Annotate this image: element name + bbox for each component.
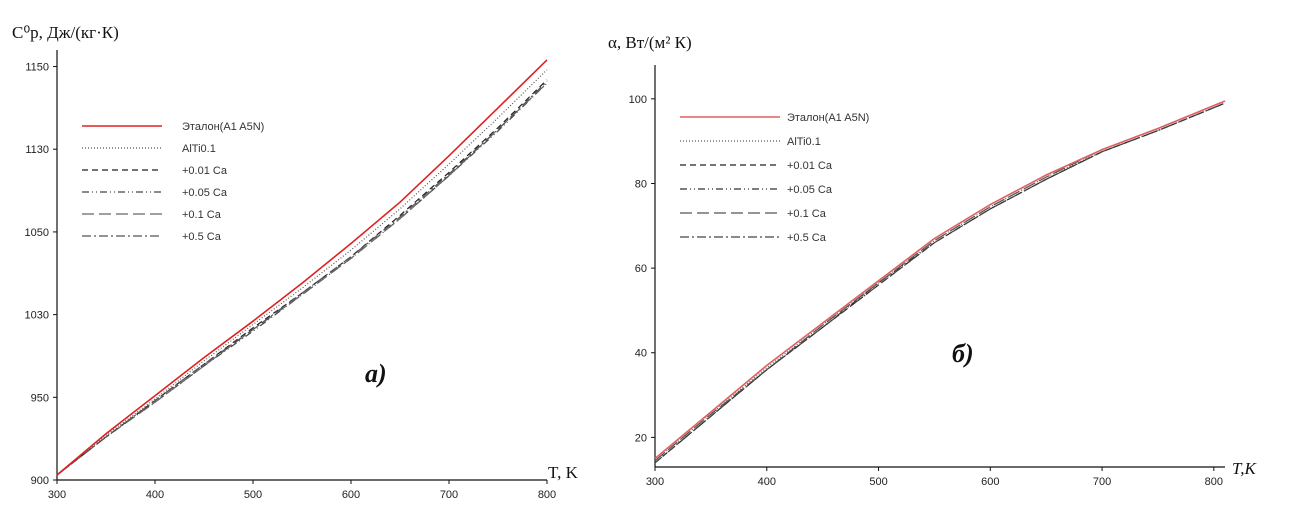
x-tick-label-b: 800 [1205,476,1223,488]
y-tick-label-b: 40 [635,348,647,360]
legend-label-b-5: +0.1 Ca [787,208,827,220]
series-line-b-2 [654,102,1226,462]
y-tick-label-b: 20 [635,432,647,444]
x-tick-label-b: 400 [758,476,776,488]
series-line-b-4 [654,102,1226,464]
series-line-b-3 [654,102,1226,464]
y-axis-title-b: α, Вт/(м² К) [608,33,692,52]
x-axis-title-a: T, K [548,463,579,482]
legend-label-a-6: +0.5 Ca [182,231,222,243]
series-line-b-5 [654,100,1226,462]
series-line-a-3 [56,79,548,476]
legend-label-a-1: Эталон(A1 A5N) [182,121,264,133]
panel-label-b: б) [952,339,974,368]
legend-label-a-5: +0.1 Ca [182,209,222,221]
x-tick-label-a: 400 [146,489,164,501]
y-tick-label-a: 950 [31,392,49,404]
series-line-b-1 [654,100,1226,460]
legend-label-b-6: +0.5 Ca [787,232,827,244]
legend-label-b-3: +0.01 Ca [787,160,833,172]
series-line-a-4 [56,82,548,476]
x-tick-label-b: 700 [1093,476,1111,488]
y-tick-label-a: 1050 [25,227,49,239]
y-tick-label-a: 1130 [25,144,49,156]
y-tick-label-a: 1030 [25,310,49,322]
chart-panel-b: α, Вт/(м² К) T,K б) 20 40 60 80 100 300 400 500… [608,33,1257,488]
series-line-b-6 [654,102,1226,464]
y-tick-label-a: 900 [31,475,49,487]
legend-label-b-4: +0.05 Ca [787,184,833,196]
y-tick-label-b: 100 [629,94,647,106]
legend-label-b-1: Эталон(A1 A5N) [787,112,869,124]
y-tick-label-a: 1150 [25,62,49,74]
legend-label-a-4: +0.05 Ca [182,187,228,199]
x-axis-title-b: T,K [1232,459,1257,478]
series-line-a-6 [56,80,548,476]
panel-label-a: а) [365,359,387,388]
series-line-a-5 [56,82,548,476]
x-tick-label-b: 500 [869,476,887,488]
series-line-a-1 [56,59,548,476]
chart-panel-a: C⁰p, Дж/(кг·К) T, K а) 900 950 1030 1050 113… [12,23,579,501]
x-tick-label-a: 600 [342,489,360,501]
legend-label-a-3: +0.01 Ca [182,165,228,177]
legend-label-a-2: AlTi0.1 [182,143,216,155]
legend-label-b-2: AlTi0.1 [787,136,821,148]
y-axis-title-a: C⁰p, Дж/(кг·К) [12,23,119,42]
y-tick-label-b: 80 [635,178,647,190]
x-tick-label-a: 500 [244,489,262,501]
x-tick-label-a: 300 [48,489,66,501]
x-tick-label-a: 800 [538,489,556,501]
x-tick-label-b: 600 [981,476,999,488]
y-tick-label-b: 60 [635,263,647,275]
x-tick-label-a: 700 [440,489,458,501]
x-tick-label-b: 300 [646,476,664,488]
